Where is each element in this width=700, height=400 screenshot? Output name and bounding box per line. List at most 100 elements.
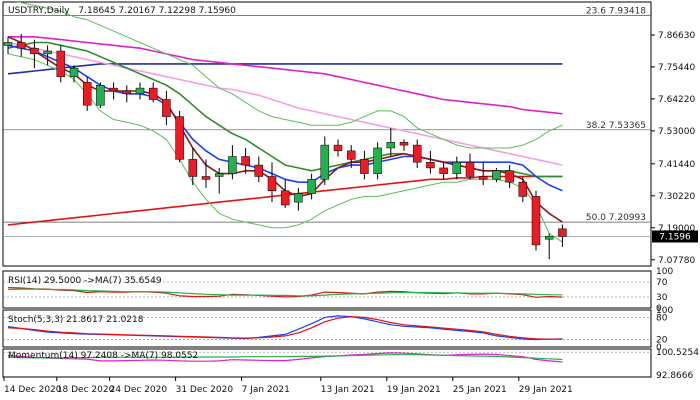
candle-body-30 [399,142,409,146]
rsi-pane-frame [2,270,652,309]
candle-body-38 [505,170,514,183]
candle-body-6 [82,82,92,106]
price-tick-label-7: 7.07780 [658,256,695,266]
chart-header: USDTRY,Daily 7.18645 7.20167 7.12298 7.1… [8,6,236,16]
candle-body-42 [558,228,567,237]
fib-label-2: 50.0 7.20993 [586,213,646,223]
x-tick-label-5: 13 Jan 2021 [321,385,375,395]
y-axis-labels: 7.86630 7.75440 7.64220 7.53000 7.41440 7.302… [651,31,699,381]
price-tick-label-0: 7.86630 [658,31,695,41]
candle-body-2 [30,47,39,55]
candle-body-12 [162,99,171,117]
x-tick-label-0: 14 Dec 2020 [4,385,62,395]
candle-body-10 [135,87,145,95]
candle-body-19 [254,164,264,177]
candle-body-28 [373,147,382,174]
candle-body-24 [320,144,330,180]
ma-line-0 [7,63,563,75]
fib-label-0: 23.6 7.93418 [586,7,646,17]
x-tick-label-6: 19 Jan 2021 [387,385,441,395]
candle-body-39 [518,181,528,197]
candle-body-21 [280,190,290,206]
candle-body-0 [3,42,13,46]
candle-body-17 [228,156,237,174]
price-pane-frame [2,1,652,267]
ma-line-2 [7,41,563,166]
price-tick-label-3: 7.53000 [658,127,695,137]
stoch-tick-label-2: 20 [656,336,668,346]
price-tick-label-4: 7.41440 [658,160,695,170]
stoch-line-1 [7,316,563,340]
candlesticks [3,33,567,260]
rsi-title: RSI(14) 29.5000 ->MA(7) 35.6549 [8,276,162,286]
candle-body-9 [122,90,132,95]
candle-body-4 [56,50,66,77]
x-tick-label-8: 29 Jan 2021 [519,385,573,395]
candle-body-3 [43,50,52,55]
candle-body-29 [386,142,396,149]
candle-body-35 [465,161,475,177]
candle-body-14 [188,159,198,177]
momentum-tick-label-0: 100.5254 [656,348,699,358]
momentum-pane-frame [2,348,652,378]
candle-body-16 [214,173,224,177]
candle-body-1 [16,42,26,49]
candle-body-11 [148,87,158,100]
candle-body-18 [241,156,250,166]
candle-body-15 [201,176,211,180]
rsi-tick-label-3: 0 [656,304,662,314]
rsi-line-0 [7,287,563,298]
candle-body-40 [531,196,541,246]
ohlc-values: 7.18645 7.20167 7.12298 7.15960 [78,6,236,16]
rsi-tick-label-0: 100 [656,267,673,277]
momentum-title: Momentum(14) 97.2408 ->MA(7) 98.0552 [8,351,198,361]
stoch-title: Stoch(5,3,3) 21.8617 21.0218 [8,315,144,325]
fibonacci-levels: 23.6 7.93418 38.2 7.53365 50.0 7.20993 [3,7,651,237]
fib-label-1: 38.2 7.53365 [586,121,646,131]
current-price-label: 7.1596 [659,233,691,243]
candle-body-34 [452,161,462,174]
momentum-line-1 [7,354,563,361]
rsi-tick-label-1: 70 [656,278,668,288]
candle-body-13 [175,116,184,160]
current-price-tag-bg [652,230,698,243]
price-tick-label-1: 7.75440 [658,63,695,73]
price-tick-label-6: 7.19000 [658,224,695,234]
stoch-tick-label-1: 80 [656,313,668,323]
symbol-label: USDTRY,Daily [8,6,70,16]
indicator-lines [3,281,651,363]
candle-body-41 [544,236,554,240]
candle-body-31 [412,144,422,163]
candle-body-33 [439,167,448,174]
price-tick-label-2: 7.64220 [658,95,695,105]
x-tick-label-4: 7 Jan 2021 [242,385,290,395]
candle-body-37 [492,170,501,180]
candle-body-22 [294,193,303,203]
current-price-tag: 7.1596 [652,230,698,243]
candle-body-20 [267,176,277,191]
x-tick-label-7: 25 Jan 2021 [453,385,507,395]
candle-body-25 [333,144,343,152]
rsi-tick-label-2: 30 [656,293,668,303]
stoch-tick-label-3: 0 [656,343,662,353]
candle-body-32 [426,161,435,169]
candle-body-36 [478,176,488,180]
momentum-tick-label-1: 92.8666 [656,371,693,381]
candle-body-23 [307,179,316,194]
candle-body-7 [96,84,105,106]
stoch-tick-label-0: 100 [656,306,673,316]
ma-line-1 [8,35,563,115]
candle-body-8 [109,87,118,92]
stoch-pane-frame [2,309,652,348]
x-tick-label-3: 31 Dec 2020 [176,385,234,395]
candle-body-27 [360,159,369,174]
x-tick-label-1: 18 Dec 2020 [57,385,115,395]
price-tick-label-5: 7.30220 [658,192,695,202]
candle-body-26 [346,150,356,160]
momentum-line-0 [7,352,563,363]
x-tick-label-2: 24 Dec 2020 [110,385,168,395]
rsi-line-1 [7,288,563,297]
